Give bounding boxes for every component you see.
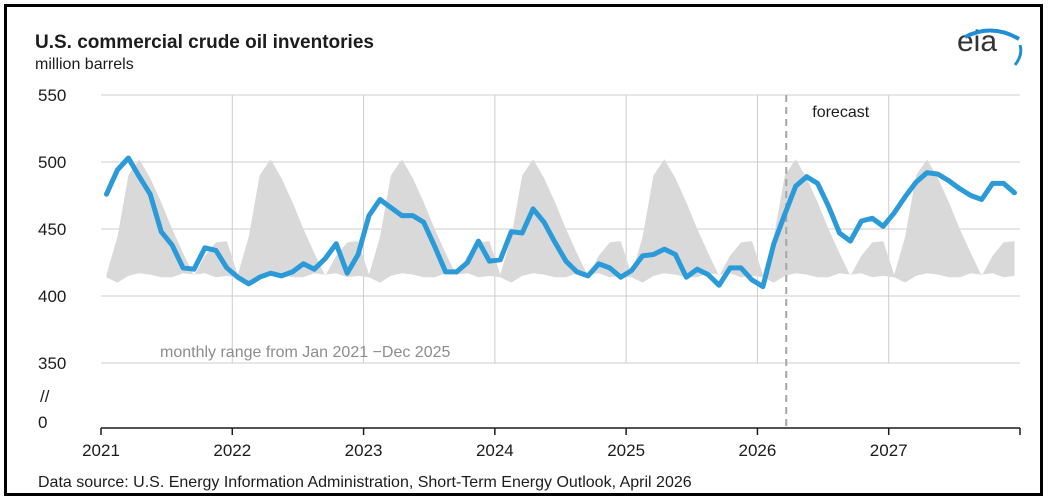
y-tick-label: 400	[38, 287, 66, 306]
y-tick-label: 550	[38, 86, 66, 105]
x-tick-label: 2024	[476, 441, 514, 460]
y-tick-zero: 0	[38, 413, 47, 432]
range-label: monthly range from Jan 2021 −Dec 2025	[160, 344, 451, 361]
x-tick-label: 2025	[607, 441, 645, 460]
chart-subtitle: million barrels	[35, 56, 134, 73]
x-tick-label: 2022	[213, 441, 251, 460]
x-tick-label: 2026	[739, 441, 777, 460]
data-source-note: Data source: U.S. Energy Information Adm…	[38, 474, 692, 491]
x-tick-label: 2023	[345, 441, 383, 460]
y-tick-label: 450	[38, 220, 66, 239]
x-tick-label: 2027	[870, 441, 908, 460]
axis-break-label: //	[40, 387, 50, 406]
chart-title: U.S. commercial crude oil inventories	[35, 32, 374, 53]
monthly-range-band	[106, 159, 1015, 283]
y-tick-label: 350	[38, 354, 66, 373]
logo-swoosh-icon	[964, 28, 1023, 66]
eia-logo: eia	[957, 25, 1027, 75]
x-tick-label: 2021	[82, 441, 120, 460]
forecast-label: forecast	[812, 104, 869, 121]
y-tick-label: 500	[38, 153, 66, 172]
inventory-series-line	[104, 155, 1017, 290]
